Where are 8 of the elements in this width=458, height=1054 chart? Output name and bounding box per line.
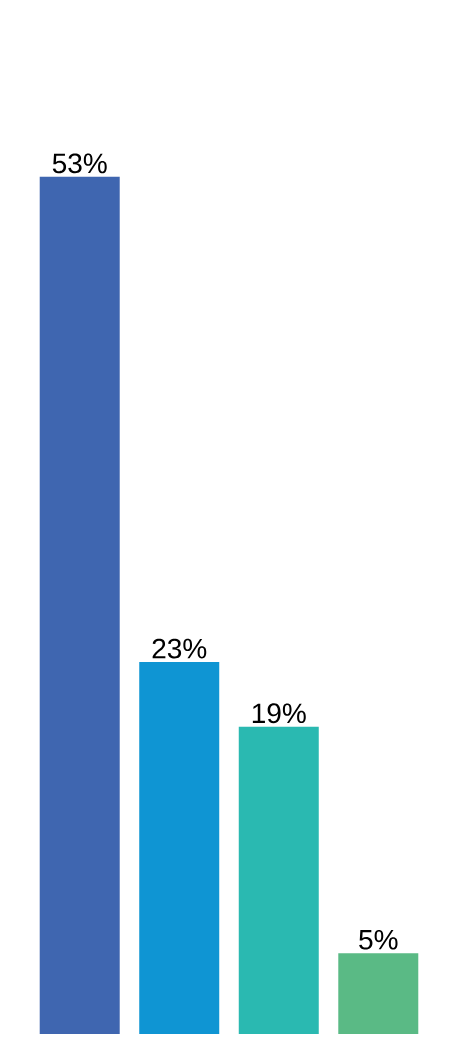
bar bbox=[338, 953, 419, 1034]
bar bbox=[39, 176, 120, 1034]
data-label: 5% bbox=[359, 929, 398, 950]
bar bbox=[139, 662, 220, 1034]
data-label: 53% bbox=[52, 153, 107, 174]
data-label: 19% bbox=[252, 703, 306, 724]
data-label: 23% bbox=[152, 638, 207, 659]
bar bbox=[238, 726, 319, 1034]
